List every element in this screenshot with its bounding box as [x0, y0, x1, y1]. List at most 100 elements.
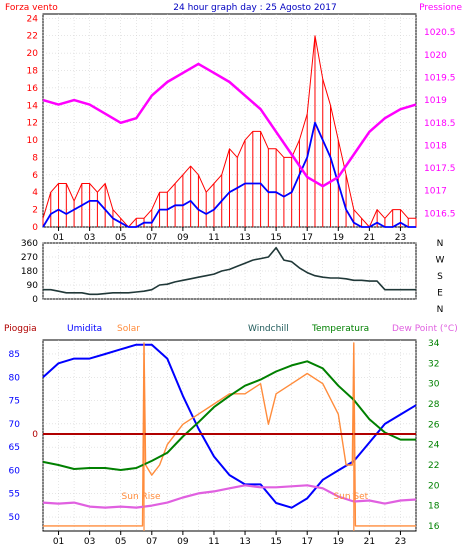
wind-speed-tick-label: 16	[27, 84, 39, 94]
wind-speed-tick-label: 8	[32, 153, 38, 163]
direction-tick-label: 270	[21, 253, 38, 263]
pressure-tick-label: 1020.5	[424, 28, 456, 38]
wind-speed-tick-label: 2	[32, 206, 38, 216]
chart-title: 24 hour graph day : 25 Agosto 2017	[173, 3, 336, 13]
x-tick-label: 07	[146, 233, 157, 243]
wind-speed-tick-label: 10	[27, 136, 39, 146]
humidity-y-ticks: 50 55 60 65 70 75 80 85	[9, 350, 21, 523]
legend-label: Solar	[117, 324, 140, 334]
wind-speed-tick-label: 24	[27, 14, 39, 24]
humidity-tick-label: 55	[9, 490, 20, 500]
wind-average-line	[42, 121, 416, 228]
direction-tick-label: 360	[21, 239, 38, 249]
pressure-tick-label: 1016.5	[424, 209, 456, 219]
humidity-tick-label: 60	[9, 466, 21, 476]
direction-series	[43, 246, 416, 296]
legend-label: Windchill	[248, 324, 289, 334]
x-tick-label: 19	[333, 233, 345, 243]
wind-speed-tick-label: 0	[32, 223, 38, 233]
wind-speed-tick-label: 6	[32, 171, 38, 181]
wind-speed-axis-title: Forza vento	[5, 3, 58, 13]
compass-letter: E	[437, 289, 443, 299]
wind-direction-line	[43, 246, 416, 296]
direction-panel-grid	[42, 242, 417, 300]
direction-y-ticks: 0 90 180 270 360	[21, 239, 38, 305]
temperature-panel-grid	[42, 340, 417, 531]
temperature-tick-label: 32	[428, 359, 439, 369]
direction-tick-label: 90	[27, 281, 39, 291]
temperature-tick-label: 24	[428, 441, 440, 451]
pressure-tick-label: 1020	[424, 51, 447, 61]
x-tick-label: 21	[364, 537, 375, 547]
pressure-line	[42, 62, 417, 188]
x-tick-label: 23	[395, 233, 406, 243]
legend-label: Temperatura	[311, 324, 369, 334]
pressure-tick-label: 1019	[424, 96, 447, 106]
x-tick-label: 11	[208, 537, 219, 547]
temperature-tick-label: 30	[428, 380, 440, 390]
humidity-tick-label: 75	[9, 397, 20, 407]
pressure-y-ticks: 1016.5 1017 1017.5 1018 1018.5 1019 1019.5 1020…	[424, 28, 456, 219]
x-tick-label: 19	[333, 537, 345, 547]
compass-letter: W	[436, 256, 445, 266]
x-tick-label: 01	[53, 233, 64, 243]
temperature-tick-label: 22	[428, 461, 439, 471]
sun-annotation-label: Sun Set	[333, 492, 368, 502]
x-tick-label: 01	[53, 537, 64, 547]
x-tick-label: 17	[301, 233, 312, 243]
humidity-tick-label: 80	[9, 373, 21, 383]
pressure-tick-label: 1018.5	[424, 119, 456, 129]
x-tick-label: 03	[84, 537, 95, 547]
temperature-y-ticks: 16 18 20 22 24 26 28 30 32 34	[428, 339, 440, 532]
x-tick-label: 07	[146, 537, 157, 547]
pressure-tick-label: 1018	[424, 141, 447, 151]
temperature-tick-label: 34	[428, 339, 440, 349]
x-tick-label: 05	[115, 537, 126, 547]
legend-label: Dew Point (°C)	[392, 324, 458, 334]
humidity-tick-label: 85	[9, 350, 20, 360]
x-tick-label: 09	[177, 233, 189, 243]
humidity-tick-label: 65	[9, 443, 20, 453]
compass-letter: N	[437, 239, 444, 249]
direction-tick-label: 0	[32, 295, 38, 305]
humidity-tick-label: 50	[9, 513, 21, 523]
rain-axis-label: 0	[32, 430, 38, 440]
wind-gust-line	[42, 35, 416, 228]
temperature-panel-x-ticks: 01 03 05 07 09 11 13 15 17 19 21 23	[53, 531, 406, 547]
legend-label: Pioggia	[4, 324, 37, 334]
wind-speed-tick-label: 14	[27, 101, 39, 111]
wind-speed-tick-label: 4	[32, 188, 38, 198]
wind-panel-x-ticks: 01 03 05 07 09 11 13 15 17 19 21 23	[53, 227, 406, 243]
x-tick-label: 15	[270, 537, 281, 547]
x-tick-label: 21	[364, 233, 375, 243]
wind-speed-tick-label: 18	[27, 67, 39, 77]
sun-annotation-label: Sun Rise	[122, 492, 161, 502]
wind-speed-tick-label: 20	[27, 49, 39, 59]
solar-line	[43, 342, 416, 527]
direction-tick-label: 180	[21, 267, 38, 277]
humidity-tick-label: 70	[9, 420, 21, 430]
humidity-line	[42, 343, 417, 509]
x-tick-label: 05	[115, 233, 126, 243]
x-tick-label: 11	[208, 233, 219, 243]
x-tick-label: 09	[177, 537, 189, 547]
wind-speed-tick-label: 22	[27, 32, 38, 42]
x-tick-label: 17	[301, 537, 312, 547]
pressure-tick-label: 1017.5	[424, 164, 456, 174]
legend-label: Umidita	[67, 324, 102, 334]
pressure-axis-title: Pressione	[419, 3, 462, 13]
compass-letter: N	[437, 305, 444, 315]
compass-letter: S	[437, 272, 443, 282]
bottom-legend: Pioggia Umidita Solar Windchill Temperatura D…	[4, 324, 458, 334]
x-tick-label: 15	[270, 233, 281, 243]
x-tick-label: 23	[395, 537, 406, 547]
x-tick-label: 13	[239, 233, 250, 243]
x-tick-label: 03	[84, 233, 95, 243]
temperature-tick-label: 26	[428, 420, 440, 430]
wind-panel-series	[42, 35, 417, 228]
pressure-tick-label: 1017	[424, 187, 447, 197]
